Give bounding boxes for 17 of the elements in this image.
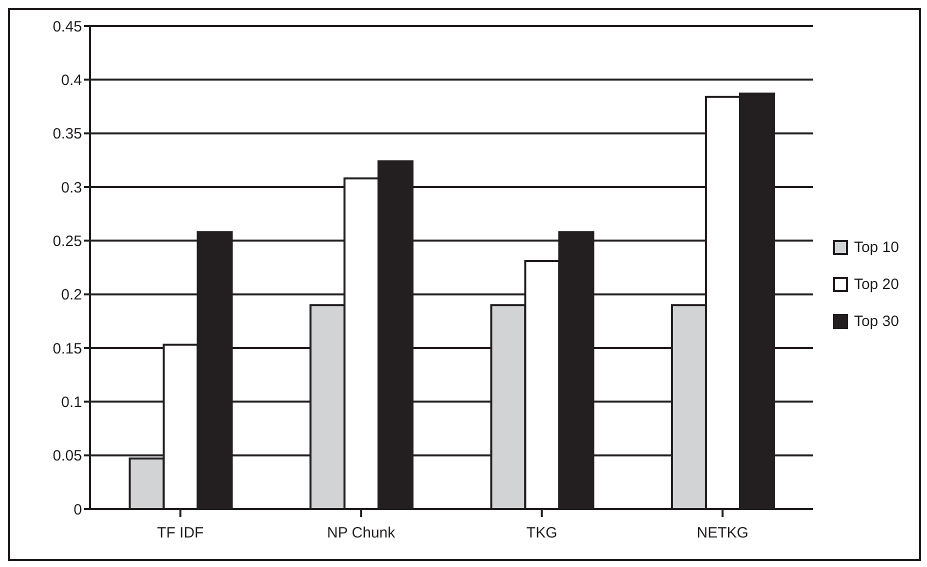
y-tick-label: 0.35 (52, 126, 82, 143)
y-tick-label: 0 (74, 501, 82, 518)
y-tick-label: 0.45 (52, 18, 82, 36)
x-tick-label: NP Chunk (327, 524, 396, 542)
legend-label: Top 10 (854, 239, 899, 256)
y-tick-label: 0.4 (61, 72, 82, 89)
y-tick-label: 0.05 (52, 448, 82, 465)
x-tick-label: TKG (526, 524, 558, 542)
y-tick-label: 0.15 (52, 340, 82, 358)
legend-label: Top 30 (854, 313, 899, 330)
y-tick-label: 0.2 (61, 286, 82, 304)
legend-label: Top 20 (854, 276, 899, 293)
y-tick-label: 0.1 (61, 394, 82, 411)
y-tick-label: 0.25 (52, 232, 82, 250)
y-tick-label: 0.3 (61, 179, 82, 196)
x-tick-label: TF IDF (157, 524, 204, 542)
x-tick-label: NETKG (696, 524, 748, 542)
